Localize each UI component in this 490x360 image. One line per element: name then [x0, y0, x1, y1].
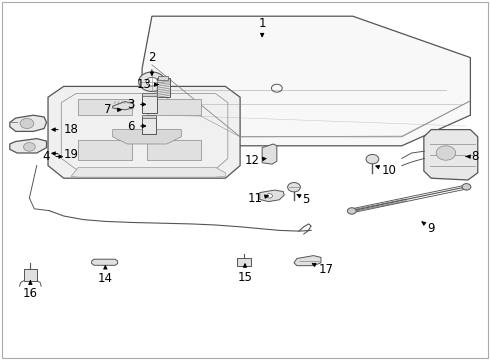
Bar — [142, 94, 157, 113]
Text: 15: 15 — [238, 264, 252, 284]
Text: 17: 17 — [312, 263, 333, 276]
Text: 8: 8 — [466, 150, 479, 163]
Text: 7: 7 — [104, 103, 121, 116]
Text: 5: 5 — [297, 193, 310, 206]
Text: 12: 12 — [245, 154, 266, 167]
Polygon shape — [48, 86, 240, 178]
Circle shape — [24, 143, 35, 151]
Bar — [24, 269, 37, 281]
Circle shape — [288, 183, 300, 192]
Circle shape — [20, 118, 34, 129]
Polygon shape — [424, 130, 478, 180]
Bar — [142, 117, 156, 134]
Polygon shape — [10, 139, 47, 153]
Polygon shape — [92, 259, 118, 265]
Circle shape — [366, 154, 379, 164]
Polygon shape — [71, 167, 225, 177]
Text: 13: 13 — [137, 78, 158, 91]
Text: 1: 1 — [258, 17, 266, 37]
Text: 11: 11 — [247, 192, 269, 205]
Bar — [78, 99, 132, 115]
Bar — [147, 99, 201, 115]
Text: 3: 3 — [127, 98, 146, 111]
Text: 14: 14 — [98, 266, 113, 285]
Bar — [237, 258, 251, 266]
Polygon shape — [262, 144, 277, 164]
Bar — [158, 76, 168, 80]
Text: 9: 9 — [422, 222, 435, 235]
Text: 6: 6 — [127, 120, 146, 132]
Circle shape — [462, 184, 471, 190]
Bar — [157, 78, 170, 97]
Text: 18: 18 — [52, 123, 78, 136]
Polygon shape — [10, 115, 47, 131]
Bar — [78, 140, 132, 160]
Text: 4: 4 — [43, 150, 62, 163]
Text: 16: 16 — [23, 281, 38, 300]
Text: 2: 2 — [148, 51, 156, 75]
Polygon shape — [260, 190, 284, 202]
Text: 10: 10 — [376, 165, 397, 177]
Polygon shape — [113, 102, 133, 110]
Bar — [142, 115, 156, 118]
Text: 19: 19 — [52, 148, 78, 161]
Circle shape — [146, 77, 158, 86]
Circle shape — [436, 146, 456, 160]
Bar — [142, 93, 157, 96]
Circle shape — [347, 208, 356, 214]
Circle shape — [139, 72, 165, 91]
Polygon shape — [294, 256, 321, 266]
Polygon shape — [142, 16, 470, 146]
Circle shape — [267, 194, 272, 198]
Polygon shape — [113, 130, 181, 144]
Bar — [147, 140, 201, 160]
